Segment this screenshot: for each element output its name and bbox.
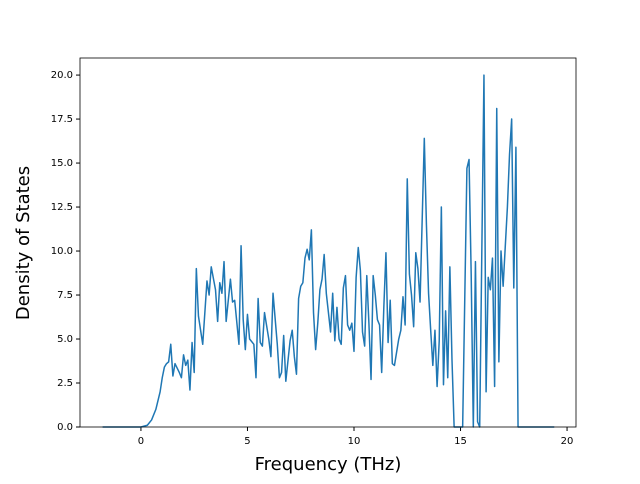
plot-frame	[79, 57, 577, 428]
y-tick-label: 20.0	[51, 70, 73, 81]
x-axis-label: Frequency (THz)	[255, 454, 402, 475]
x-tick-label: 20	[561, 436, 574, 447]
y-tick-label: 10.0	[51, 246, 73, 257]
y-tick-label: 7.5	[57, 290, 73, 301]
y-tick-label: 15.0	[51, 158, 73, 169]
y-tick-label: 0.0	[57, 422, 73, 433]
y-tick-label: 5.0	[57, 334, 73, 345]
x-tick-label: 0	[138, 436, 144, 447]
x-tick-label: 10	[348, 436, 361, 447]
y-tick-label: 17.5	[51, 114, 73, 125]
x-tick-label: 5	[244, 436, 250, 447]
x-tick-label: 15	[454, 436, 467, 447]
y-tick-label: 2.5	[57, 378, 73, 389]
y-axis-label: Density of States	[13, 166, 34, 320]
y-tick-label: 12.5	[51, 202, 73, 213]
